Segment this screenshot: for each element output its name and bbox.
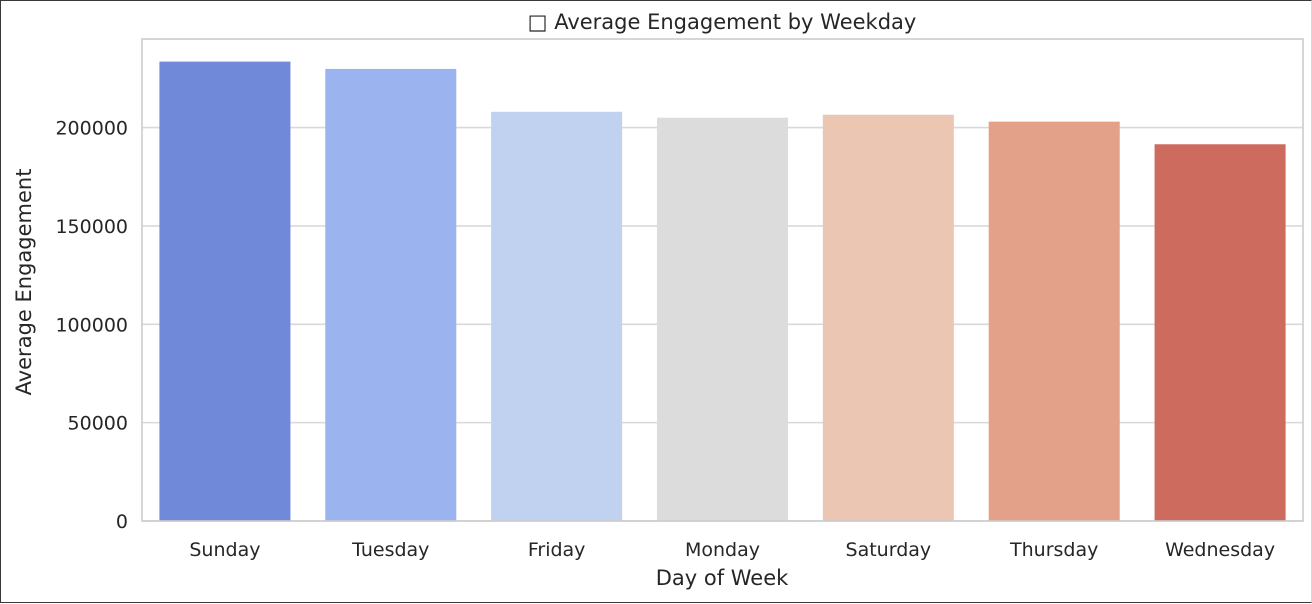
x-tick-labels: Sunday Tuesday Friday Monday Saturday Thursda… xyxy=(189,539,1275,561)
x-tick-label-tuesday: Tuesday xyxy=(351,539,429,561)
y-axis-label: Average Engagement xyxy=(12,169,36,396)
bar-sunday xyxy=(159,61,291,522)
x-tick-label-monday: Monday xyxy=(685,539,760,561)
bar-saturday xyxy=(822,114,954,521)
y-tick-label: 150000 xyxy=(55,216,128,238)
y-tick-label: 0 xyxy=(116,511,128,533)
plot-frame xyxy=(141,38,1304,522)
x-tick-label-wednesday: Wednesday xyxy=(1165,539,1275,561)
y-tick-label: 100000 xyxy=(55,314,128,336)
bar-thursday xyxy=(988,121,1120,521)
chart-title: □ Average Engagement by Weekday xyxy=(528,10,917,34)
x-tick-label-sunday: Sunday xyxy=(189,539,260,561)
y-tick-label: 200000 xyxy=(55,118,128,140)
x-tick-label-thursday: Thursday xyxy=(1009,539,1098,561)
bar-monday xyxy=(656,117,789,521)
x-tick-label-friday: Friday xyxy=(528,539,586,561)
y-tick-labels: 0 50000 100000 150000 200000 xyxy=(55,118,128,533)
bar-friday xyxy=(491,111,623,521)
x-axis-label: Day of Week xyxy=(656,566,789,590)
y-tick-label: 50000 xyxy=(68,413,128,435)
bar-tuesday xyxy=(325,68,457,521)
bars xyxy=(159,61,1286,522)
x-tick-label-saturday: Saturday xyxy=(846,539,932,561)
bar-wednesday xyxy=(1154,144,1286,522)
